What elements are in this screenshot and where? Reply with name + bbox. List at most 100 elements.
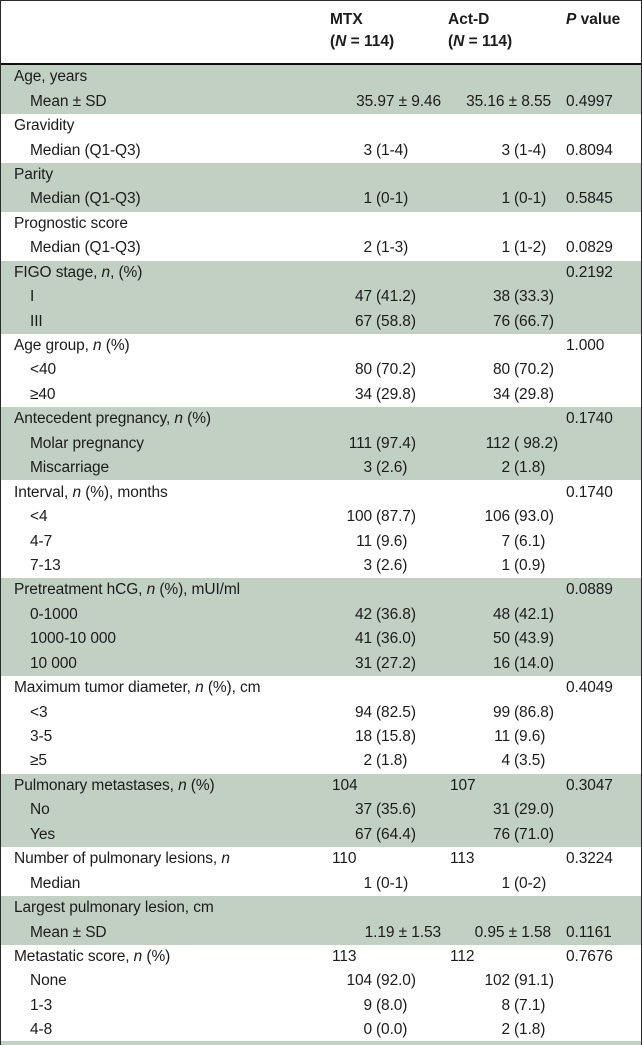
cell-actd-value: 8 (7.1) — [501, 996, 546, 1014]
cell-mtx-value: 94 (82.5) — [354, 703, 416, 721]
cell-mtx-value: 67 (58.8) — [354, 312, 416, 330]
cell-actd-value: 35.16 ± 8.55 — [466, 92, 551, 110]
cell-mtx-value: 9 (8.0) — [363, 996, 408, 1014]
cell-mtx-value: 41 (36.0) — [354, 630, 416, 648]
cell-mtx-value: 2 (1.8) — [363, 752, 408, 770]
table-row: 7-13 3 (2.6) 1 (0.9) — [1, 553, 641, 579]
cell-mtx-value: 1 (0-1) — [363, 874, 409, 892]
cell-actd-value: 0.95 ± 1.58 — [474, 923, 551, 941]
table-row: 0-1000 42 (36.8) 48 (42.1) — [1, 602, 641, 628]
row-sublabel: No — [30, 801, 50, 819]
table-row: Median (Q1-Q3) 1 (0-1) 1 (0-1) 0.5845 — [1, 187, 641, 212]
cell-mtx-value: 67 (64.4) — [354, 825, 416, 843]
table-row: No 37 (35.6) 31 (29.0) — [1, 798, 641, 823]
cell-actd-value: 2 (1.8) — [501, 1021, 546, 1039]
cell-mtx-value: 3 (2.6) — [363, 459, 408, 477]
row-sublabel: 3-5 — [30, 728, 53, 746]
row-category-label: FIGO stage, n, (%) — [14, 263, 143, 281]
cell-mtx-value: 2 (1-3) — [363, 239, 409, 257]
cell-p-value: 0.5845 — [566, 190, 613, 208]
cell-actd-value: 11 (9.6) — [494, 728, 546, 746]
row-category-label: Pretreatment hCG, n (%), mUI/ml — [14, 581, 241, 599]
table-row: Median 1 (0-1) 1 (0-2) — [1, 871, 641, 896]
header-actd-column: Act-D (N = 114) — [448, 1, 562, 63]
table-row: Pretreatment hCG, n (%), mUI/ml 0.0889 — [1, 578, 641, 603]
header-mtx-column: MTX (N = 114) — [330, 1, 448, 63]
row-sublabel: None — [30, 972, 67, 990]
row-sublabel: 7-13 — [30, 556, 61, 574]
table-row: Largest pulmonary lesion, cm — [1, 895, 641, 921]
table-row: Median (Q1-Q3) 2 (1-3) 1 (1-2) 0.0829 — [1, 236, 641, 261]
row-sublabel: Molar pregnancy — [30, 434, 144, 452]
table-row: Antecedent pregnancy, n (%) 0.1740 — [1, 407, 641, 432]
row-sublabel: 1000-10 000 — [30, 630, 116, 648]
header-mtx-line2: (N = 114) — [330, 33, 395, 50]
row-category-label: Maximum tumor diameter, n (%), cm — [14, 679, 261, 697]
row-sublabel: Mean ± SD — [30, 923, 107, 941]
cell-mtx-value: 0 (0.0) — [363, 1021, 408, 1039]
cell-actd-value: 76 (71.0) — [492, 825, 554, 843]
cell-p-value: 0.0829 — [566, 239, 613, 257]
cell-mtx-value: 3 (1-4) — [363, 141, 409, 159]
cell-p-value: 0.7676 — [566, 947, 613, 965]
row-sublabel: 4-8 — [30, 1021, 53, 1039]
row-sublabel: ≥5 — [30, 752, 47, 770]
cell-p-value: 0.8094 — [566, 141, 613, 159]
header-empty-cell — [1, 1, 330, 63]
cell-actd-value: 113 — [450, 850, 475, 868]
table-row: <4 100 (87.7) 106 (93.0) — [1, 504, 641, 530]
table-row: Yes 67 (64.4) 76 (71.0) — [1, 822, 641, 847]
cell-actd-value: 38 (33.3) — [492, 288, 554, 306]
cell-mtx-value: 104 — [332, 776, 358, 794]
cell-p-value: 0.0889 — [566, 581, 613, 599]
table-row: <40 80 (70.2) 80 (70.2) — [1, 358, 641, 383]
table-row: Maximum tumor diameter, n (%), cm 0.4049 — [1, 675, 641, 701]
cell-mtx-value: 37 (35.6) — [354, 801, 416, 819]
table-row: FIGO stage, n, (%) 0.2192 — [1, 260, 641, 285]
row-sublabel: ≥40 — [30, 385, 56, 403]
cell-p-value: 0.3224 — [566, 850, 613, 868]
cell-actd-value: 1 (0-1) — [501, 190, 547, 208]
next-group-shade-sliver — [1, 1041, 641, 1045]
cell-actd-value: 31 (29.0) — [492, 801, 554, 819]
table-row: Mean ± SD 35.97 ± 9.46 35.16 ± 8.55 0.4997 — [1, 89, 641, 114]
cell-p-value: 0.4049 — [566, 679, 613, 697]
cell-p-value: 0.2192 — [566, 263, 613, 281]
table-row: Age, years — [1, 65, 641, 90]
table-row: Median (Q1-Q3) 3 (1-4) 3 (1-4) 0.8094 — [1, 138, 641, 163]
row-category-label: Gravidity — [14, 117, 75, 135]
row-sublabel: Mean ± SD — [30, 92, 107, 110]
table-row: Pulmonary metastases, n (%) 104 107 0.3047 — [1, 773, 641, 799]
cell-p-value: 0.1740 — [566, 410, 613, 428]
cell-mtx-value: 1 (0-1) — [363, 190, 409, 208]
cell-actd-value: 106 (93.0) — [484, 508, 554, 526]
table-row: Gravidity — [1, 113, 641, 139]
cell-actd-value: 7 (6.1) — [501, 532, 546, 550]
cell-actd-value: 48 (42.1) — [492, 605, 554, 623]
row-category-label: Pulmonary metastases, n (%) — [14, 776, 215, 794]
table-row: Number of pulmonary lesions, n 110 113 0.32… — [1, 847, 641, 872]
table-row: 3-5 18 (15.8) 11 (9.6) — [1, 724, 641, 750]
header-actd-line2: (N = 114) — [448, 33, 513, 50]
row-category-label: Largest pulmonary lesion, cm — [14, 899, 214, 917]
table-row: III 67 (58.8) 76 (66.7) — [1, 309, 641, 334]
table-header-row: MTX (N = 114) Act-D (N = 114) P value — [1, 1, 641, 65]
header-actd-line1: Act-D — [448, 11, 490, 28]
row-sublabel: <3 — [30, 703, 48, 721]
table-row: ≥40 34 (29.8) 34 (29.8) — [1, 382, 641, 408]
table-row: 1-3 9 (8.0) 8 (7.1) — [1, 993, 641, 1019]
cell-actd-value: 50 (43.9) — [492, 630, 554, 648]
row-sublabel: 0-1000 — [30, 605, 78, 623]
cell-mtx-value: 111 (97.4) — [348, 434, 416, 452]
row-sublabel: Median (Q1-Q3) — [30, 239, 141, 257]
table-row: None 104 (92.0) 102 (91.1) — [1, 969, 641, 994]
row-sublabel: III — [30, 312, 43, 330]
row-sublabel: Yes — [30, 825, 55, 843]
row-sublabel: Miscarriage — [30, 459, 110, 477]
row-sublabel: 10 000 — [30, 654, 77, 672]
row-category-label: Antecedent pregnancy, n (%) — [14, 410, 211, 428]
cell-actd-value: 3 (1-4) — [501, 141, 547, 159]
cell-actd-value: 112 — [450, 947, 475, 965]
cell-p-value: 0.1740 — [566, 483, 613, 501]
